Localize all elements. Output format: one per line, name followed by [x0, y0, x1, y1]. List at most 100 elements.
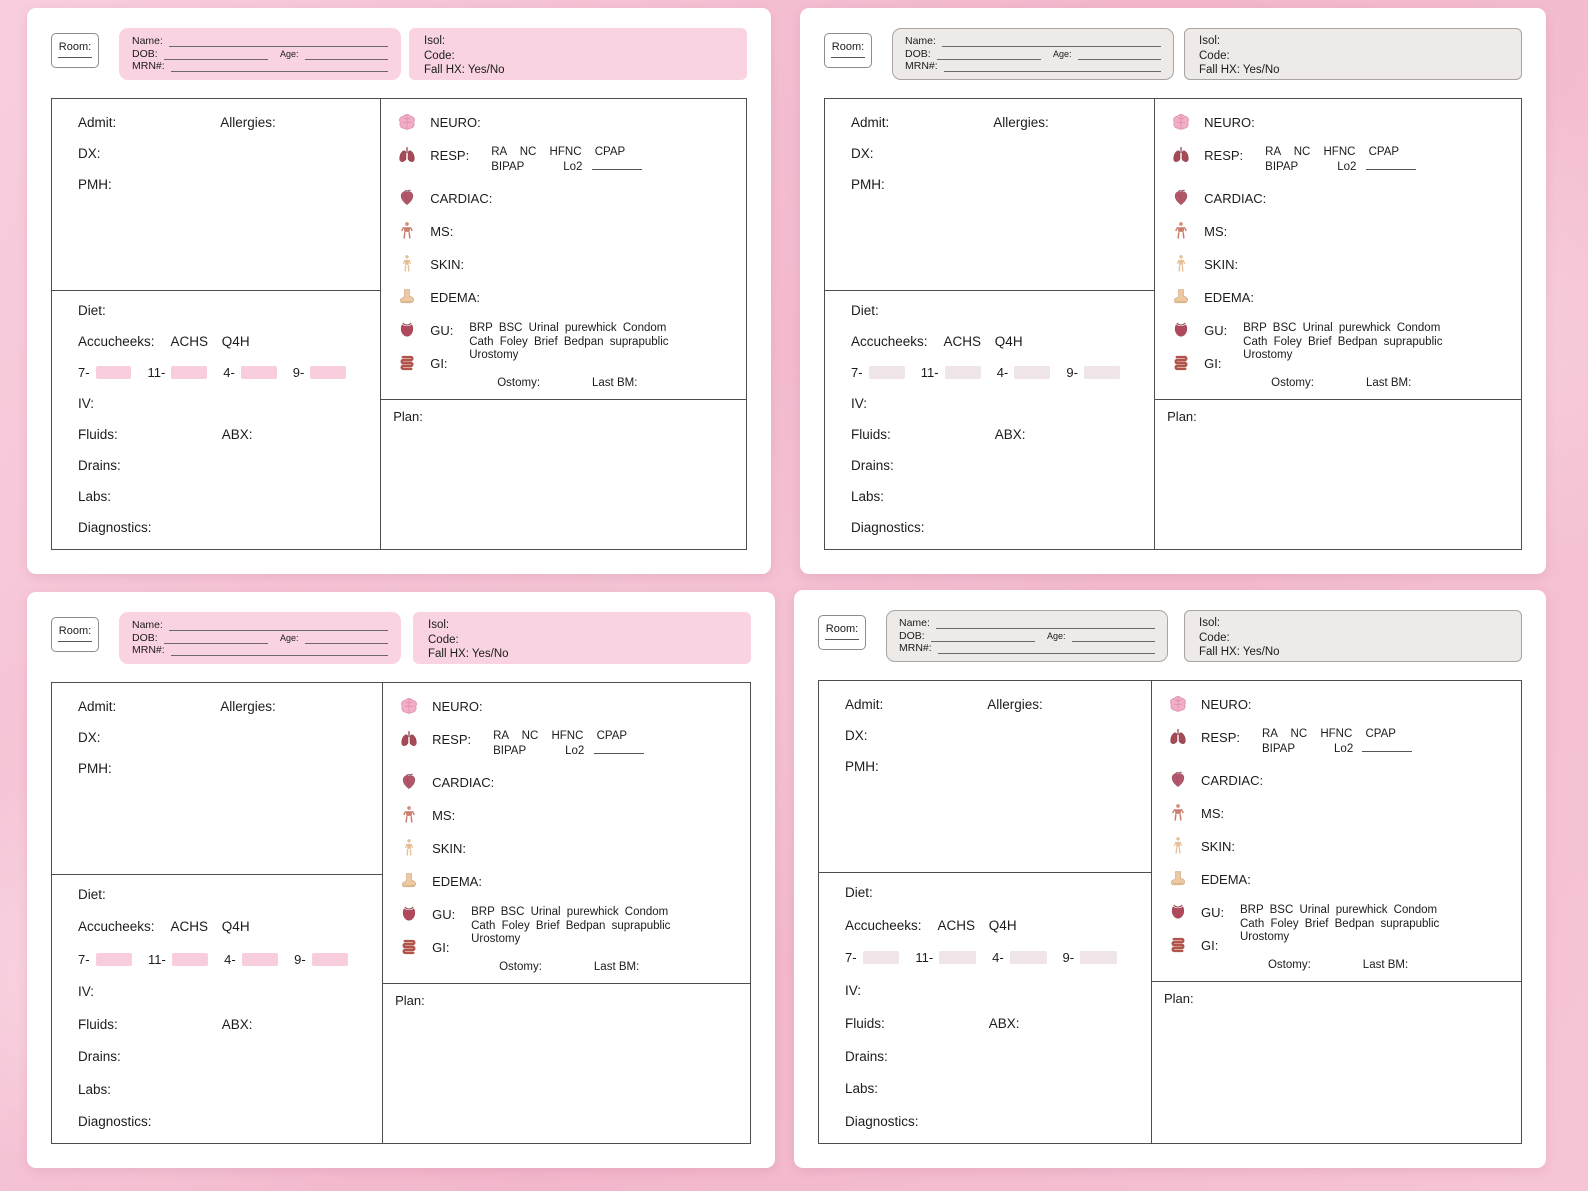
time-11-blank — [944, 366, 981, 379]
time-9-blank — [1080, 951, 1117, 965]
last-bm-label: Last BM: — [1365, 377, 1412, 389]
resp-label: RESP: — [1200, 730, 1240, 745]
brain-icon — [1171, 112, 1191, 132]
sheet-main: Admit: Allergies: DX: PMH: Diet: Accuche… — [51, 98, 747, 550]
name-row: Name: — [899, 617, 1155, 629]
time-11-label: 11- — [915, 950, 934, 966]
neuro-row: NEURO: — [1171, 112, 1507, 132]
room-label: Room: — [58, 625, 92, 637]
name-row: Name: — [905, 35, 1161, 47]
ostomy-row: Ostomy: Last BM: — [499, 961, 736, 973]
care-section: Diet: Accucheeks: ACHS Q4H 7- 11- 4- 9- — [52, 291, 380, 549]
report-sheet-body: Room: Name: DOB: Age: MRN#: — [27, 8, 771, 574]
resp-options-line2: BIPAP Lo2 — [1262, 742, 1413, 757]
labs-label: Labs: — [845, 1081, 879, 1097]
muscle-body-icon — [1168, 803, 1188, 823]
pmh-label: PMH: — [845, 759, 879, 774]
time-7-blank — [868, 366, 905, 379]
name-label: Name: — [132, 35, 163, 47]
allergies-label: Allergies: — [220, 115, 276, 130]
gu-options-line3: Urostomy — [469, 349, 519, 361]
fluids-row: Fluids: ABX: — [845, 1016, 1133, 1031]
room-label: Room: — [58, 41, 92, 53]
gu-gi-block: GU: GI: BRP BSC Urinal purewhick Condom … — [1171, 320, 1507, 373]
foot-icon — [1171, 287, 1191, 307]
time-9-blank — [310, 366, 347, 379]
patient-info-box: Name: DOB: Age: MRN#: — [119, 28, 401, 80]
pmh-label: PMH: — [78, 177, 112, 192]
gu-row: GU: — [1168, 902, 1240, 922]
diagnostics-label: Diagnostics: — [851, 520, 925, 535]
plan-label: Plan: — [1167, 409, 1197, 424]
brain-icon — [397, 112, 417, 132]
resp-options: RA NC HFNC CPAP BIPAP Lo2 — [493, 729, 644, 759]
accuchecks-label: Accucheeks: — [845, 917, 922, 933]
fluids-row: Fluids: ABX: — [78, 427, 362, 442]
time-4-label: 4- — [224, 951, 236, 967]
code-label: Code: — [1199, 49, 1230, 62]
resp-lo2-label: Lo2 — [1337, 161, 1357, 173]
drains-label: Drains: — [845, 1048, 888, 1064]
neuro-row: NEURO: — [397, 112, 732, 132]
heart-icon — [399, 772, 419, 792]
time-7-label: 7- — [851, 365, 863, 380]
time-4-blank — [1009, 951, 1047, 965]
skin-row: SKIN: — [1168, 836, 1507, 856]
cardiac-row: CARDIAC: — [397, 188, 732, 208]
resp-bipap-label: BIPAP — [491, 161, 525, 173]
fall-hx-label: Fall HX: Yes/No — [1199, 646, 1280, 658]
accuchecks-row: Accucheeks: ACHS Q4H — [78, 334, 362, 349]
name-blank-line — [168, 38, 388, 47]
ostomy-row: Ostomy: Last BM: — [497, 377, 732, 389]
neuro-label: NEURO: — [1200, 696, 1252, 712]
mrn-blank-line — [170, 63, 388, 72]
neuro-row: NEURO: — [399, 696, 736, 716]
gu-row: GU: — [397, 320, 469, 340]
name-label: Name: — [132, 619, 163, 631]
time-7-blank — [95, 952, 132, 966]
dx-label: DX: — [851, 146, 874, 161]
admit-label: Admit: — [851, 115, 890, 130]
gu-gi-block: GU: GI: BRP BSC Urinal purewhick Condom … — [399, 904, 736, 957]
intestines-icon — [397, 353, 417, 373]
gu-gi-labels: GU: GI: — [1168, 902, 1240, 955]
code-label: Code: — [1199, 631, 1230, 644]
mrn-row: MRN#: — [132, 644, 388, 656]
resp-options-line1: RA NC HFNC CPAP — [491, 146, 626, 158]
systems-section: NEURO: RESP: RA NC HFNC CPAP BIPAP Lo2 — [381, 99, 746, 399]
plan-label: Plan: — [393, 409, 423, 424]
time-4-blank — [241, 952, 279, 966]
ms-label: MS: — [1204, 223, 1228, 239]
last-bm-label: Last BM: — [592, 377, 638, 389]
time-7-label: 7- — [845, 950, 857, 966]
dob-label: DOB: — [899, 629, 925, 642]
lungs-icon — [399, 729, 419, 749]
resp-row: RESP: RA NC HFNC CPAP BIPAP Lo2 — [397, 145, 732, 175]
drains-label: Drains: — [851, 458, 894, 473]
room-box: Room: — [51, 33, 99, 68]
gu-options-line1: BRP BSC Urinal purewhick Condom — [469, 322, 667, 334]
report-sheet-body: Room: Name: DOB: Age: MRN#: — [800, 8, 1546, 574]
dx-label: DX: — [78, 146, 101, 161]
sheet-header: Room: Name: DOB: Age: MRN#: — [51, 28, 747, 84]
pmh-label: PMH: — [851, 177, 885, 192]
left-panel: Admit: Allergies: DX: PMH: Diet: Accuche… — [51, 682, 383, 1144]
diet-label: Diet: — [78, 887, 106, 902]
mrn-blank-line — [170, 647, 388, 656]
room-blank-line — [58, 57, 92, 58]
care-section: Diet: Accucheeks: ACHS Q4H 7- 11- 4- 9- — [819, 873, 1151, 1143]
accucheck-times-row: 7- 11- 4- 9- — [78, 952, 364, 967]
fluids-label: Fluids: — [78, 1016, 118, 1032]
brain-icon — [399, 696, 419, 716]
drains-label: Drains: — [78, 1049, 121, 1065]
report-sheet-4: Room: Name: DOB: Age: MRN#: — [794, 590, 1546, 1168]
diet-label: Diet: — [851, 303, 879, 318]
gi-label: GI: — [430, 355, 448, 371]
dob-blank-line — [163, 51, 269, 60]
time-7-label: 7- — [78, 365, 90, 380]
sheet-header: Room: Name: DOB: Age: MRN#: — [51, 612, 751, 668]
bladder-icon — [397, 320, 417, 340]
dob-blank-line — [936, 51, 1042, 60]
resp-row: RESP: RA NC HFNC CPAP BIPAP Lo2 — [1168, 727, 1507, 757]
admit-row: Admit: Allergies: — [78, 115, 362, 130]
